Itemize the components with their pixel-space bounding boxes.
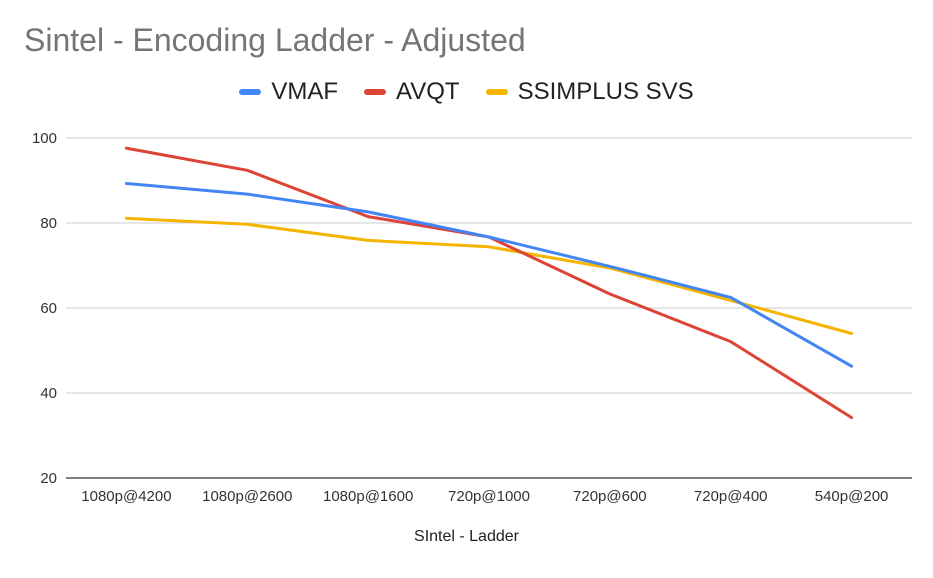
x-tick-label: 720p@1000: [448, 488, 530, 505]
legend-item-avqt: AVQT: [364, 78, 460, 106]
legend-label-vmaf: VMAF: [271, 78, 339, 105]
x-tick-label: 1080p@1600: [323, 488, 413, 505]
y-tick-label: 60: [40, 300, 57, 317]
x-tick-label: 540p@200: [815, 488, 889, 505]
y-tick-label: 80: [40, 215, 57, 232]
x-tick-label: 1080p@2600: [202, 488, 292, 505]
legend-swatch-avqt: [364, 89, 387, 95]
series-line-ssimplus-svs: [124, 216, 854, 335]
legend-swatch-ssimplus-svs: [485, 89, 508, 95]
legend-label-avqt: AVQT: [396, 78, 460, 105]
legend-swatch-vmaf: [239, 89, 262, 95]
y-tick-label: 40: [40, 385, 57, 402]
series-line-avqt: [124, 146, 854, 420]
legend-label-ssimplus-svs: SSIMPLUS SVS: [517, 78, 694, 105]
x-tick-label: 720p@400: [694, 488, 768, 505]
legend-item-ssimplus-svs: SSIMPLUS SVS: [485, 78, 694, 106]
x-axis-title: SIntel - Ladder: [414, 528, 519, 545]
legend: VMAF AVQT SSIMPLUS SVS: [0, 78, 933, 106]
x-tick-label: 720p@600: [573, 488, 647, 505]
series-line-vmaf: [124, 182, 854, 368]
x-tick-label: 1080p@4200: [81, 488, 171, 505]
y-tick-label: 100: [32, 130, 57, 147]
y-tick-label: 20: [40, 470, 57, 487]
chart-title: Sintel - Encoding Ladder - Adjusted: [24, 22, 526, 58]
legend-item-vmaf: VMAF: [239, 78, 338, 106]
